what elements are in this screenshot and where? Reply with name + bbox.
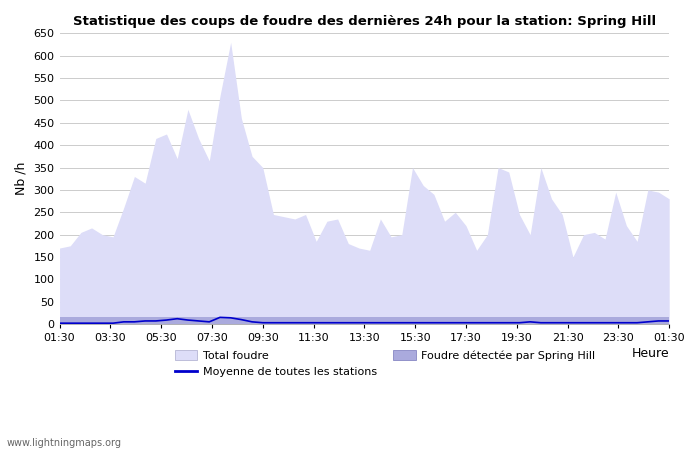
Legend: Total foudre, Moyenne de toutes les stations, Foudre détectée par Spring Hill: Total foudre, Moyenne de toutes les stat… <box>175 350 595 377</box>
Title: Statistique des coups de foudre des dernières 24h pour la station: Spring Hill: Statistique des coups de foudre des dern… <box>73 15 656 28</box>
Text: www.lightningmaps.org: www.lightningmaps.org <box>7 438 122 448</box>
Text: Heure: Heure <box>631 347 669 360</box>
Y-axis label: Nb /h: Nb /h <box>15 162 28 195</box>
